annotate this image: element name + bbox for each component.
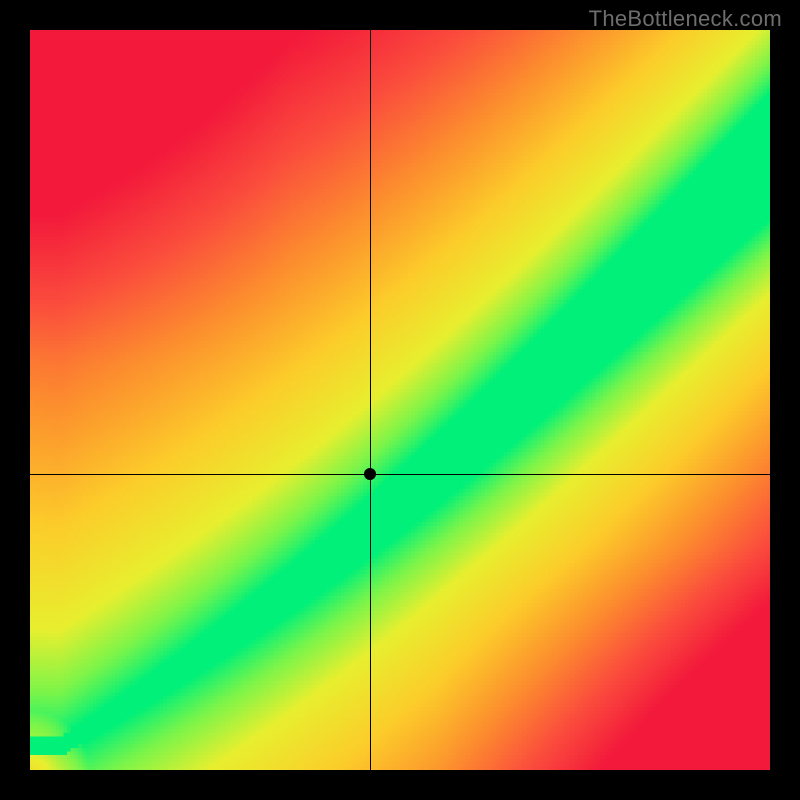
crosshair-marker-dot — [364, 468, 376, 480]
watermark-text: TheBottleneck.com — [589, 6, 782, 32]
crosshair-horizontal-line — [30, 474, 770, 475]
chart-outer-frame: TheBottleneck.com — [0, 0, 800, 800]
crosshair-vertical-line — [370, 30, 371, 770]
heatmap-canvas — [30, 30, 770, 770]
heatmap-plot-area — [30, 30, 770, 770]
